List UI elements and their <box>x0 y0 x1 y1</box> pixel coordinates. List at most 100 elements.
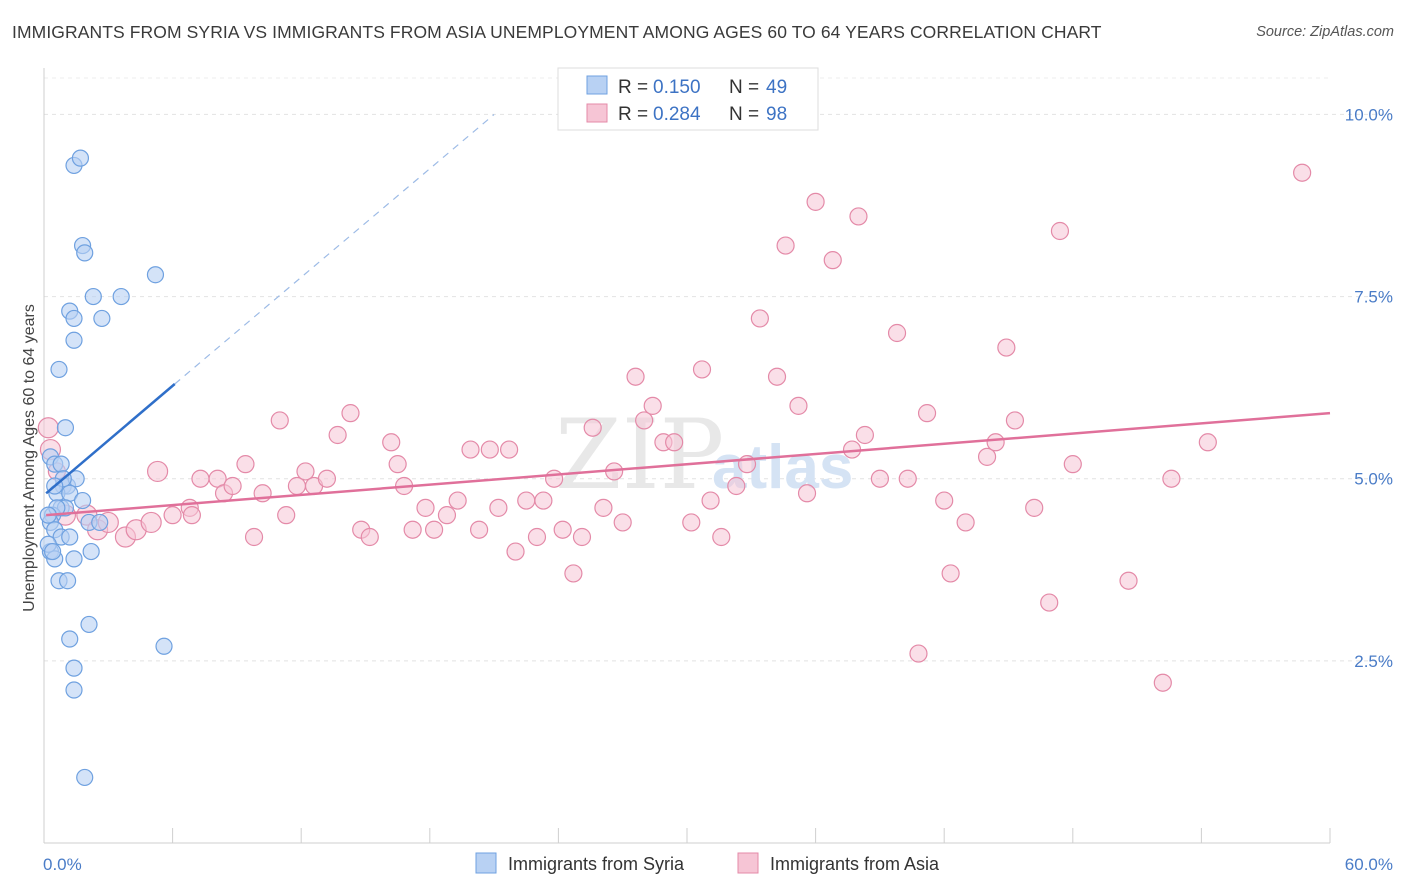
point-asia <box>382 433 401 452</box>
point-syria <box>112 287 130 306</box>
point-asia <box>296 462 315 481</box>
point-asia <box>797 484 817 503</box>
point-asia <box>1025 498 1044 517</box>
point-asia <box>909 644 928 663</box>
x-tick-label-min: 0.0% <box>43 855 82 874</box>
point-asia <box>977 447 997 466</box>
point-asia <box>545 469 564 488</box>
point-asia <box>500 440 519 459</box>
point-asia <box>997 338 1016 357</box>
point-asia <box>917 404 937 423</box>
y-axis-title: Unemployment Among Ages 60 to 64 years <box>21 304 38 612</box>
series-asia-points <box>37 163 1312 692</box>
legend-n-label-asia: N = <box>729 104 759 125</box>
point-asia <box>480 440 499 459</box>
point-asia <box>898 469 917 488</box>
bottom-legend-swatch-asia <box>737 852 759 874</box>
point-syria <box>82 542 100 561</box>
point-syria <box>43 542 62 561</box>
point-asia <box>277 506 296 525</box>
point-asia <box>416 498 435 517</box>
point-asia <box>727 476 746 496</box>
point-syria <box>56 419 75 437</box>
point-asia <box>328 425 347 445</box>
legend-n-value-syria: 49 <box>766 77 787 98</box>
point-asia <box>1005 411 1025 430</box>
point-syria <box>84 287 102 306</box>
point-asia <box>163 506 182 525</box>
legend-swatch-asia <box>586 103 608 123</box>
point-asia <box>448 491 467 510</box>
point-asia <box>360 527 379 547</box>
bottom-legend-label-syria: Immigrants from Syria <box>508 854 685 874</box>
point-syria <box>71 149 90 167</box>
point-asia <box>643 396 662 415</box>
legend-r-label-asia: R = <box>618 104 648 125</box>
trend-asia <box>46 411 1331 517</box>
point-syria <box>65 331 83 349</box>
point-asia <box>776 236 795 255</box>
x-tick-label-max: 60.0% <box>1345 855 1393 874</box>
point-asia <box>1050 221 1070 241</box>
legend-n-value-asia: 98 <box>766 104 787 125</box>
point-syria <box>65 681 83 699</box>
point-asia <box>887 323 907 343</box>
point-asia <box>682 513 701 532</box>
point-asia <box>437 506 457 525</box>
point-asia <box>564 564 583 583</box>
point-asia <box>855 425 874 445</box>
point-asia <box>37 417 59 439</box>
point-asia <box>935 491 954 510</box>
point-asia <box>613 513 632 532</box>
point-asia <box>1040 593 1059 612</box>
point-syria <box>58 572 77 590</box>
point-syria <box>91 513 109 532</box>
point-asia <box>1119 571 1138 590</box>
point-asia <box>388 455 407 474</box>
point-asia <box>461 440 480 459</box>
point-asia <box>517 491 536 510</box>
point-asia <box>236 455 255 474</box>
point-asia <box>527 527 547 547</box>
bottom-legend-label-asia: Immigrants from Asia <box>770 854 940 874</box>
point-asia <box>223 476 242 496</box>
legend: R = 0.150 N = 49 R = 0.284 N = 98 <box>557 67 819 131</box>
legend-swatch-syria <box>586 75 608 95</box>
point-asia <box>270 411 289 430</box>
point-syria <box>52 455 70 473</box>
legend-r-label-syria: R = <box>618 77 648 98</box>
bottom-legend: Immigrants from Syria Immigrants from As… <box>475 852 940 874</box>
tick-labels: 2.5% 5.0% 7.5% 10.0% 0.0% 60.0% <box>43 105 1393 874</box>
point-syria <box>146 266 165 284</box>
legend-r-value-asia: 0.284 <box>653 104 701 125</box>
point-syria <box>50 360 68 379</box>
trend-syria-extension <box>174 113 495 385</box>
point-asia <box>341 404 360 423</box>
point-asia <box>1153 673 1172 692</box>
point-asia <box>140 511 162 534</box>
trend-lines <box>45 113 1331 517</box>
point-asia <box>534 491 553 510</box>
point-asia <box>1293 163 1312 182</box>
legend-n-label-syria: N = <box>729 77 759 98</box>
legend-r-value-syria: 0.150 <box>653 77 701 98</box>
point-syria <box>93 309 111 328</box>
point-asia <box>469 520 489 539</box>
point-syria <box>73 491 92 510</box>
bottom-legend-swatch-syria <box>475 852 497 874</box>
point-asia <box>424 520 444 539</box>
point-syria <box>65 309 83 328</box>
point-asia <box>594 498 613 517</box>
y-tick-label: 5.0% <box>1354 470 1393 489</box>
chart-source: Source: ZipAtlas.com <box>1256 24 1394 40</box>
point-asia <box>870 469 890 488</box>
chart-title: IMMIGRANTS FROM SYRIA VS IMMIGRANTS FROM… <box>12 22 1102 42</box>
point-asia <box>789 396 808 415</box>
point-asia <box>635 411 654 430</box>
point-asia <box>767 367 787 386</box>
point-syria <box>76 244 94 262</box>
point-syria <box>61 528 79 546</box>
point-asia <box>191 469 210 488</box>
point-asia <box>182 506 201 525</box>
